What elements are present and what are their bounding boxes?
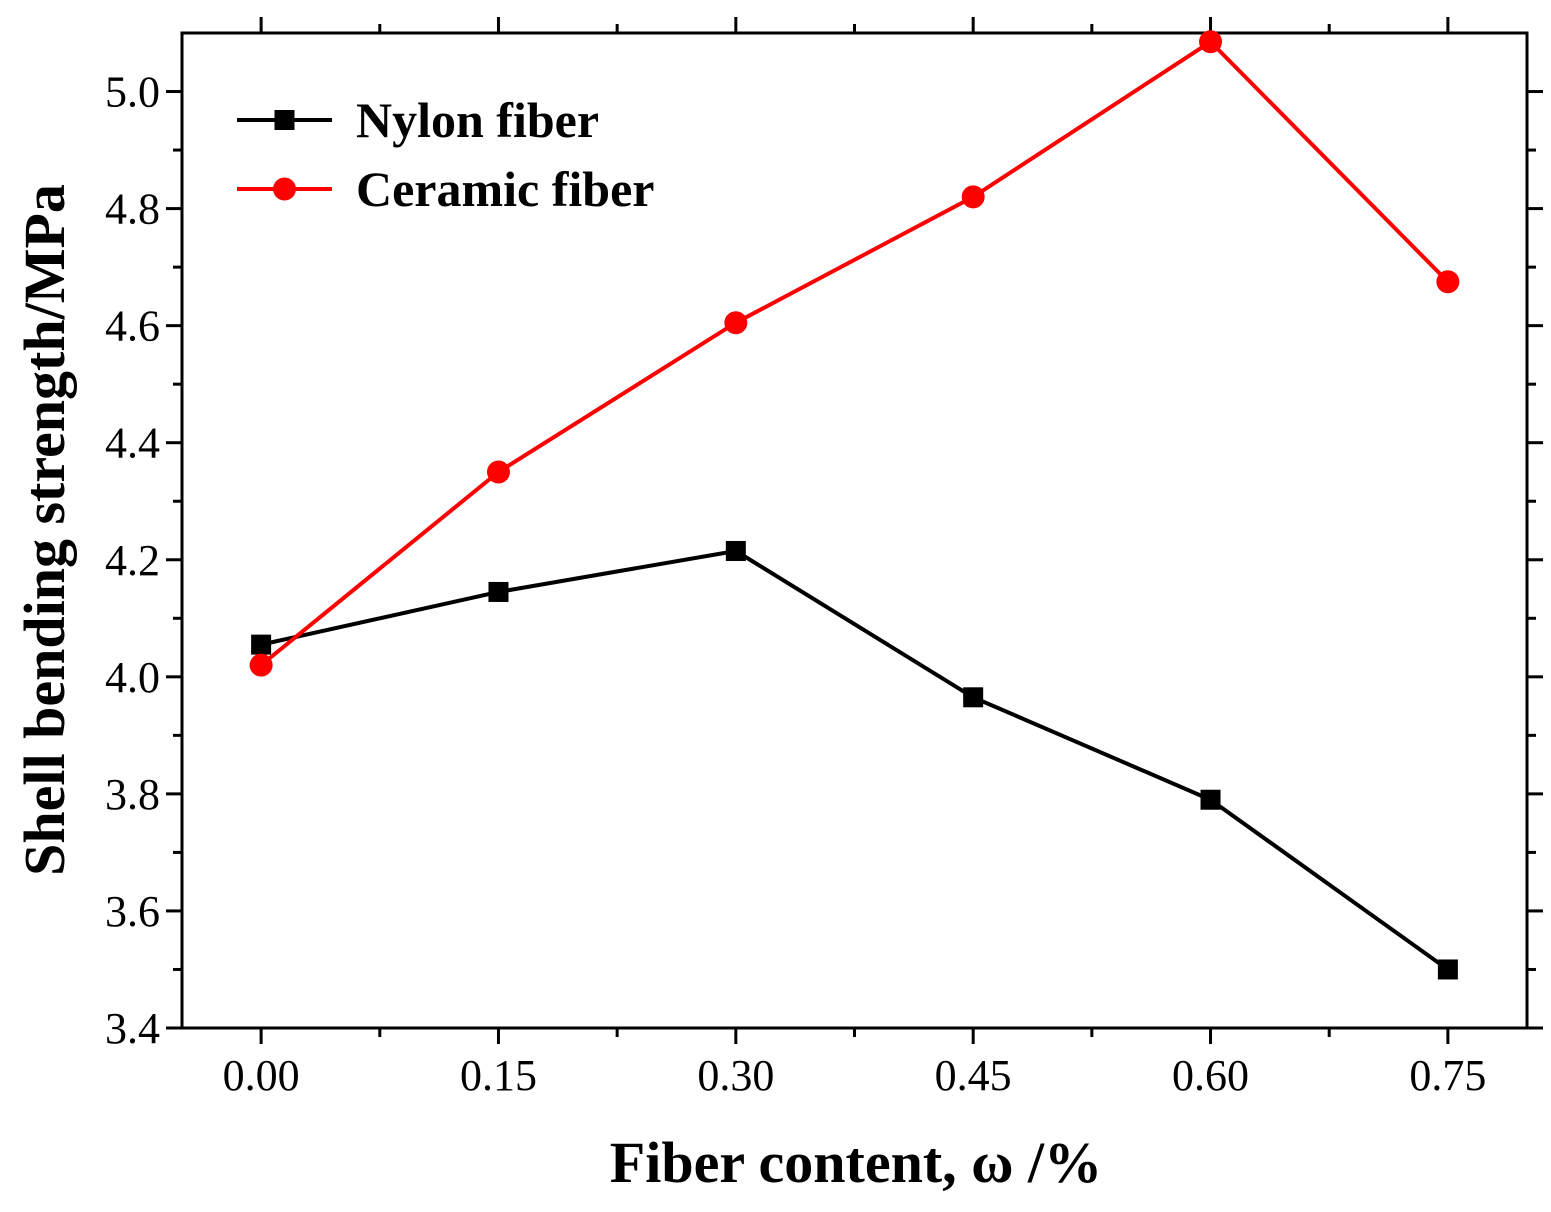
ceramic-fiber-point: [961, 185, 985, 209]
y-tick-label: 5.0: [105, 68, 160, 117]
y-tick-label: 3.4: [105, 1004, 160, 1053]
ceramic-fiber-point: [1436, 270, 1460, 294]
legend-ceramic-fiber-label: Ceramic fiber: [356, 161, 654, 217]
nylon-fiber-point: [725, 540, 746, 561]
ceramic-fiber-point: [249, 653, 273, 677]
y-tick-label: 4.6: [105, 302, 160, 351]
legend-nylon-fiber-marker: [274, 110, 295, 130]
y-tick-label: 4.8: [105, 185, 160, 234]
nylon-fiber-point: [963, 687, 984, 708]
y-axis-title: Shell bending strength/MPa: [12, 184, 77, 876]
y-tick-label: 4.2: [105, 536, 160, 585]
series-layer: [249, 30, 1460, 980]
y-tick-label: 3.6: [105, 887, 160, 936]
legend-nylon-fiber-label: Nylon fiber: [356, 92, 599, 148]
y-tick-label: 3.8: [105, 770, 160, 819]
ceramic-fiber-line: [259, 39, 1450, 667]
legend-ceramic-fiber-marker: [273, 177, 296, 201]
nylon-fiber-point: [488, 581, 509, 602]
x-tick-label: 0.30: [697, 1051, 774, 1100]
axes-layer: 0.00 0.15 0.30 0.45 0.60 0.75 3.4 3.6 3.8 4.0 4.2 4…: [105, 17, 1543, 1100]
x-axis-title: Fiber content, ω /%: [610, 1130, 1102, 1195]
ceramic-fiber-point: [1199, 30, 1223, 54]
x-tick-label: 0.15: [460, 1051, 537, 1100]
x-tick-label: 0.00: [223, 1051, 300, 1100]
nylon-fiber-point: [1200, 789, 1221, 810]
y-tick-label: 4.0: [105, 653, 160, 702]
nylon-fiber-point: [251, 634, 272, 655]
x-tick-label: 0.75: [1409, 1051, 1486, 1100]
legend: Nylon fiber Ceramic fiber: [237, 92, 654, 217]
nylon-fiber-line: [260, 548, 1450, 972]
nylon-fiber-point: [1437, 959, 1458, 980]
ceramic-fiber-point: [724, 311, 748, 335]
x-tick-label: 0.60: [1172, 1051, 1249, 1100]
y-tick-label: 4.4: [105, 419, 160, 468]
x-tick-label: 0.45: [935, 1051, 1012, 1100]
ceramic-fiber-point: [486, 460, 510, 484]
